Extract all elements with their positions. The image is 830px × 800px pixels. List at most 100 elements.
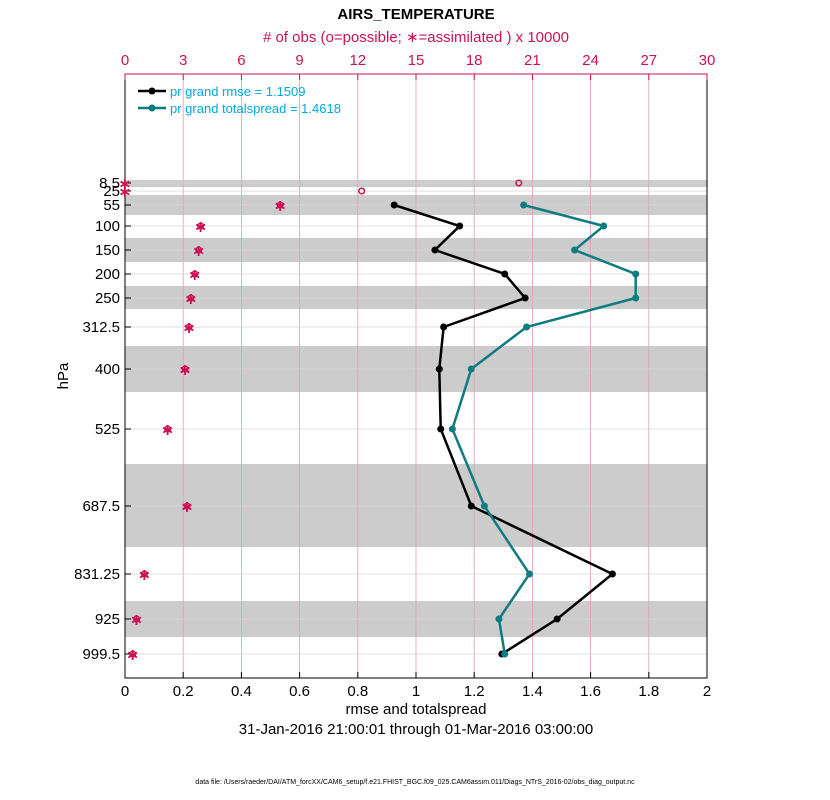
top-tick-label: 6 — [237, 52, 245, 69]
obs-possible-marker — [358, 187, 366, 195]
obs-assimilated-marker: ∗ — [118, 184, 131, 201]
top-tick-label: 3 — [179, 52, 187, 69]
top-axis-label: # of obs (o=possible; ∗=assimilated ) x … — [263, 29, 569, 46]
rmse-point — [553, 615, 561, 623]
rmse-point — [501, 270, 509, 278]
spread-point — [632, 270, 640, 278]
obs-assimilated-marker: ∗ — [194, 219, 207, 236]
legend-spread-marker — [148, 104, 156, 112]
top-tick-label: 0 — [121, 52, 129, 69]
obs-possible-marker — [187, 294, 195, 302]
obs-possible-marker — [129, 650, 137, 658]
top-tick-label: 24 — [582, 52, 599, 69]
legend: pr grand rmse = 1.1509 pr grand totalspr… — [138, 84, 341, 116]
y-tick-label: 100 — [95, 218, 120, 235]
spread-point — [467, 365, 475, 373]
rmse-point — [437, 425, 445, 433]
x-tick-label: 2 — [703, 683, 711, 700]
x-tick-label: 1.8 — [638, 683, 659, 700]
top-tick-label: 12 — [349, 52, 366, 69]
spread-line — [451, 203, 637, 655]
obs-assimilated-marker: ∗ — [118, 176, 131, 193]
x-axis-label: rmse and totalspread — [346, 701, 487, 718]
obs-possible-marker — [515, 179, 523, 187]
obs-assimilated-marker: ∗ — [188, 267, 201, 284]
spread-point — [448, 425, 456, 433]
spread-point — [501, 650, 509, 658]
obs-possible-marker — [183, 502, 191, 510]
y-tick-label: 150 — [95, 242, 120, 259]
spread-point — [571, 246, 579, 254]
y-tick-label: 925 — [95, 611, 120, 628]
y-tick-label: 831.25 — [74, 566, 120, 583]
obs-possible-marker — [195, 246, 203, 254]
obs-possible-marker — [191, 270, 199, 278]
spread-point — [632, 294, 640, 302]
x-tick-label: 0.8 — [347, 683, 368, 700]
bottom-axis: 0 0.2 0.4 0.6 0.8 1 1.2 1.4 1.6 1.8 2 — [121, 672, 711, 700]
obs-assimilated-marker: ∗ — [138, 567, 151, 584]
top-tick-label: 27 — [640, 52, 657, 69]
obs-assimilated-marker: ∗ — [184, 291, 197, 308]
spread-point — [480, 502, 488, 510]
obs-assimilated-marker: ∗ — [178, 362, 191, 379]
rmse-point — [390, 201, 398, 209]
obs-possible-marker — [140, 570, 148, 578]
spread-point — [523, 323, 531, 331]
top-axis: 0 3 6 9 12 15 18 21 24 27 30 — [121, 52, 716, 80]
obs-possible-marker — [276, 201, 284, 209]
spread-point — [525, 570, 533, 578]
rmse-point — [440, 323, 448, 331]
top-tick-label: 30 — [699, 52, 716, 69]
rmse-point — [435, 365, 443, 373]
rmse-point — [456, 222, 464, 230]
x-tick-label: 1.2 — [464, 683, 485, 700]
obs-possible-marker — [133, 615, 141, 623]
top-tick-label: 18 — [466, 52, 483, 69]
rmse-point — [608, 570, 616, 578]
obs-assimilated-marker: ∗ — [126, 647, 139, 664]
top-tick-label: 15 — [408, 52, 425, 69]
date-range: 31-Jan-2016 21:00:01 through 01-Mar-2016… — [239, 721, 593, 738]
rmse-point — [431, 246, 439, 254]
x-tick-label: 1.6 — [580, 683, 601, 700]
y-tick-label: 687.5 — [82, 498, 120, 515]
x-tick-label: 1 — [412, 683, 420, 700]
obs-assimilated-marker: ∗ — [130, 612, 143, 629]
obs-assimilated-marker: ∗ — [161, 422, 174, 439]
obs-assimilated-marker: ∗ — [273, 198, 286, 215]
top-tick-label: 9 — [295, 52, 303, 69]
spread-point — [600, 222, 608, 230]
series-group — [390, 201, 640, 658]
top-tick-label: 21 — [524, 52, 541, 69]
obs-possible-marker — [197, 222, 205, 230]
y-tick-label: 55 — [103, 197, 120, 214]
data-file-footer: data file: /Users/raeder/DAI/ATM_forcXX/… — [195, 779, 635, 786]
x-tick-label: 0 — [121, 683, 129, 700]
obs-possible-marker — [164, 425, 172, 433]
obs-assimilated-marker: ∗ — [192, 243, 205, 260]
x-tick-label: 0.2 — [173, 683, 194, 700]
legend-spread-label: pr grand totalspread = 1.4618 — [170, 101, 341, 116]
obs-assimilated-marker: ∗ — [182, 320, 195, 337]
obs-count-markers: ∗∗∗∗∗∗∗∗∗∗∗∗∗∗ — [118, 176, 523, 664]
y-tick-label: 312.5 — [82, 319, 120, 336]
chart-title: AIRS_TEMPERATURE — [337, 6, 494, 23]
y-tick-label: 250 — [95, 290, 120, 307]
obs-possible-marker — [181, 365, 189, 373]
spread-point — [520, 201, 528, 209]
x-tick-label: 0.4 — [231, 683, 252, 700]
y-tick-label: 200 — [95, 266, 120, 283]
y-tick-label: 999.5 — [82, 646, 120, 663]
obs-possible-marker — [185, 323, 193, 331]
rmse-point — [467, 502, 475, 510]
y-tick-label: 8.5 — [99, 175, 120, 192]
legend-rmse-marker — [148, 87, 156, 95]
x-tick-label: 0.6 — [289, 683, 310, 700]
y-axis-label: hPa — [55, 362, 72, 389]
spread-point — [495, 615, 503, 623]
x-tick-label: 1.4 — [522, 683, 543, 700]
y-tick-label: 400 — [95, 361, 120, 378]
